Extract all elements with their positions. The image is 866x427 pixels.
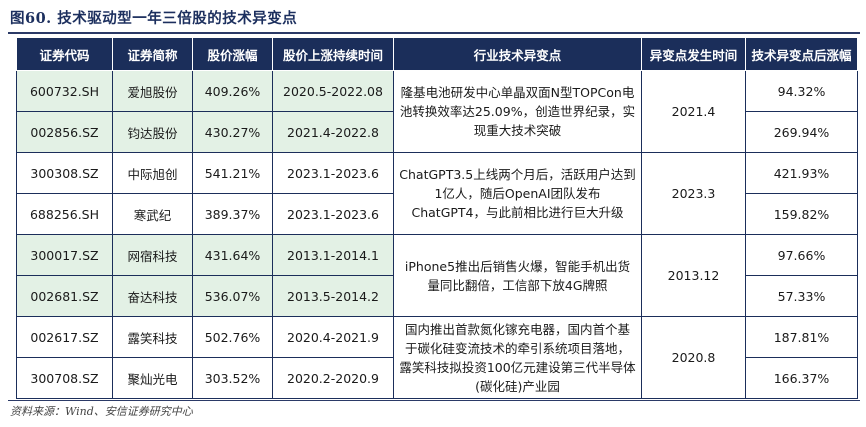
cell-after-gain: 166.37% <box>745 357 858 399</box>
cell-after-gain: 421.93% <box>745 152 858 194</box>
cell-name: 网宿科技 <box>112 234 193 276</box>
cell-code: 300308.SZ <box>16 152 113 194</box>
cell-duration: 2021.4-2022.8 <box>272 111 394 153</box>
cell-after-gain: 159.82% <box>745 193 858 235</box>
title-rule <box>8 32 860 34</box>
cell-duration: 2023.1-2023.6 <box>272 152 394 194</box>
cell-name: 露笑科技 <box>112 316 193 358</box>
cell-name: 中际旭创 <box>112 152 193 194</box>
table-header-row: 证券代码 证券简称 股价涨幅 股价上涨持续时间 行业技术异变点 异变点发生时间 … <box>16 37 858 71</box>
cell-change-point: 隆基电池研发中心单晶双面N型TOPCon电池转换效率达25.09%，创造世界纪录… <box>393 70 642 153</box>
cell-gain: 536.07% <box>192 275 273 317</box>
figure-title: 图60. 技术驱动型一年三倍股的技术异变点 <box>10 10 298 27</box>
cell-duration: 2020.4-2021.9 <box>272 316 394 358</box>
header-change-point: 行业技术异变点 <box>393 37 642 71</box>
cell-name: 寒武纪 <box>112 193 193 235</box>
cell-change-time: 2021.4 <box>641 70 746 153</box>
cell-change-time: 2013.12 <box>641 234 746 317</box>
header-code: 证券代码 <box>16 37 113 71</box>
cell-gain: 541.21% <box>192 152 273 194</box>
cell-duration: 2023.1-2023.6 <box>272 193 394 235</box>
cell-gain: 431.64% <box>192 234 273 276</box>
cell-after-gain: 57.33% <box>745 275 858 317</box>
stock-table: 证券代码 证券简称 股价涨幅 股价上涨持续时间 行业技术异变点 异变点发生时间 … <box>16 37 858 399</box>
cell-after-gain: 97.66% <box>745 234 858 276</box>
cell-code: 002681.SZ <box>16 275 113 317</box>
header-after-gain: 技术异变点后涨幅 <box>745 37 858 71</box>
cell-change-point: ChatGPT3.5上线两个月后，活跃用户达到1亿人，随后OpenAI团队发布C… <box>393 152 642 235</box>
table-row: 300308.SZ 中际旭创 541.21% 2023.1-2023.6 Cha… <box>16 152 858 235</box>
cell-name: 聚灿光电 <box>112 357 193 399</box>
table-row: 002617.SZ 露笑科技 502.76% 2020.4-2021.9 国内推… <box>16 316 858 399</box>
cell-gain: 430.27% <box>192 111 273 153</box>
cell-duration: 2013.5-2014.2 <box>272 275 394 317</box>
cell-gain: 303.52% <box>192 357 273 399</box>
cell-duration: 2013.1-2014.1 <box>272 234 394 276</box>
table-row: 300708.SZ 聚灿光电 303.52% 2020.2-2020.9 166… <box>16 357 858 399</box>
cell-after-gain: 187.81% <box>745 316 858 358</box>
cell-code: 002617.SZ <box>16 316 113 358</box>
cell-gain: 502.76% <box>192 316 273 358</box>
cell-duration: 2020.2-2020.9 <box>272 357 394 399</box>
source-note: 资料来源：Wind、安信证券研究中心 <box>10 405 193 418</box>
cell-change-time: 2023.3 <box>641 152 746 235</box>
header-duration: 股价上涨持续时间 <box>272 37 394 71</box>
cell-change-time: 2020.8 <box>641 316 746 399</box>
header-change-time: 异变点发生时间 <box>641 37 746 71</box>
source-rule <box>8 400 860 401</box>
table-row: 002681.SZ 奋达科技 536.07% 2013.5-2014.2 57.… <box>16 275 858 317</box>
table-row: 688256.SH 寒武纪 389.37% 2023.1-2023.6 159.… <box>16 193 858 235</box>
cell-duration: 2020.5-2022.08 <box>272 70 394 112</box>
table-row: 600732.SH 爱旭股份 409.26% 2020.5-2022.08 隆基… <box>16 70 858 153</box>
cell-code: 600732.SH <box>16 70 113 112</box>
cell-after-gain: 269.94% <box>745 111 858 153</box>
header-gain: 股价涨幅 <box>192 37 273 71</box>
cell-code: 300017.SZ <box>16 234 113 276</box>
cell-name: 奋达科技 <box>112 275 193 317</box>
header-name: 证券简称 <box>112 37 193 71</box>
cell-change-point: 国内推出首款氮化镓充电器，国内首个基于碳化硅变流技术的牵引系统项目落地，露笑科技… <box>393 316 642 399</box>
cell-change-point: iPhone5推出后销售火爆，智能手机出货量同比翻倍，工信部下放4G牌照 <box>393 234 642 317</box>
cell-name: 钧达股份 <box>112 111 193 153</box>
cell-gain: 389.37% <box>192 193 273 235</box>
cell-code: 002856.SZ <box>16 111 113 153</box>
cell-after-gain: 94.32% <box>745 70 858 112</box>
table-row: 002856.SZ 钧达股份 430.27% 2021.4-2022.8 269… <box>16 111 858 153</box>
cell-name: 爱旭股份 <box>112 70 193 112</box>
cell-code: 300708.SZ <box>16 357 113 399</box>
cell-code: 688256.SH <box>16 193 113 235</box>
table-row: 300017.SZ 网宿科技 431.64% 2013.1-2014.1 iPh… <box>16 234 858 317</box>
cell-gain: 409.26% <box>192 70 273 112</box>
